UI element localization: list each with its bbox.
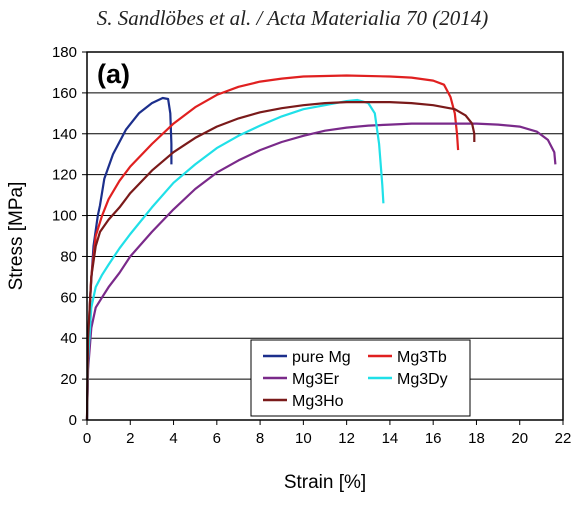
series-line-mg3tb	[85, 74, 460, 421]
x-tick-label: 10	[295, 430, 312, 447]
x-tick-label: 16	[425, 430, 442, 447]
y-tick-label: 100	[52, 208, 77, 225]
y-tick-label: 80	[60, 248, 77, 265]
plot-frame	[86, 51, 564, 421]
x-tick-label: 20	[511, 430, 528, 447]
series-line-mg3ho	[85, 100, 476, 421]
series-line-mg3dy	[85, 98, 385, 421]
y-axis-title: Stress [MPa]	[6, 182, 27, 291]
y-tick-label: 60	[60, 289, 77, 306]
y-tick-label: 180	[52, 44, 77, 61]
x-tick-label: 12	[338, 430, 355, 447]
legend-label: Mg3Er	[292, 371, 340, 388]
legend-label: pure Mg	[292, 349, 351, 366]
y-tick-label: 160	[52, 85, 77, 102]
x-axis-title: Strain [%]	[284, 472, 366, 493]
grid-lines	[87, 92, 563, 380]
legend-label: Mg3Dy	[397, 371, 448, 388]
x-tick-label: 18	[468, 430, 485, 447]
x-tick-label: 2	[126, 430, 134, 447]
legend: pure Mg Mg3Tb Mg3Er Mg3Dy Mg3Ho	[250, 339, 471, 417]
panel-label: (a)	[97, 59, 130, 89]
series-lines	[85, 74, 557, 421]
legend-label: Mg3Tb	[397, 349, 447, 366]
legend-label: Mg3Ho	[292, 393, 344, 410]
x-tick-label: 6	[213, 430, 221, 447]
citation-header: S. Sandlöbes et al. / Acta Materialia 70…	[96, 6, 489, 30]
series-line-mg3er	[85, 122, 557, 421]
y-tick-label: 120	[52, 167, 77, 184]
legend-box	[250, 339, 471, 417]
y-tick-label: 40	[60, 330, 77, 347]
y-tick-label: 0	[69, 412, 77, 429]
x-tick-label: 22	[555, 430, 572, 447]
y-tick-label: 20	[60, 371, 77, 388]
axis-ticks: 0 20 40 60 80 100 120 140 160 180 0 2 4 6 8 10 12 14 16 18 2…	[52, 44, 571, 447]
x-tick-label: 4	[169, 430, 177, 447]
y-tick-label: 140	[52, 126, 77, 143]
x-tick-label: 14	[382, 430, 399, 447]
x-tick-label: 0	[83, 430, 91, 447]
x-tick-label: 8	[256, 430, 264, 447]
